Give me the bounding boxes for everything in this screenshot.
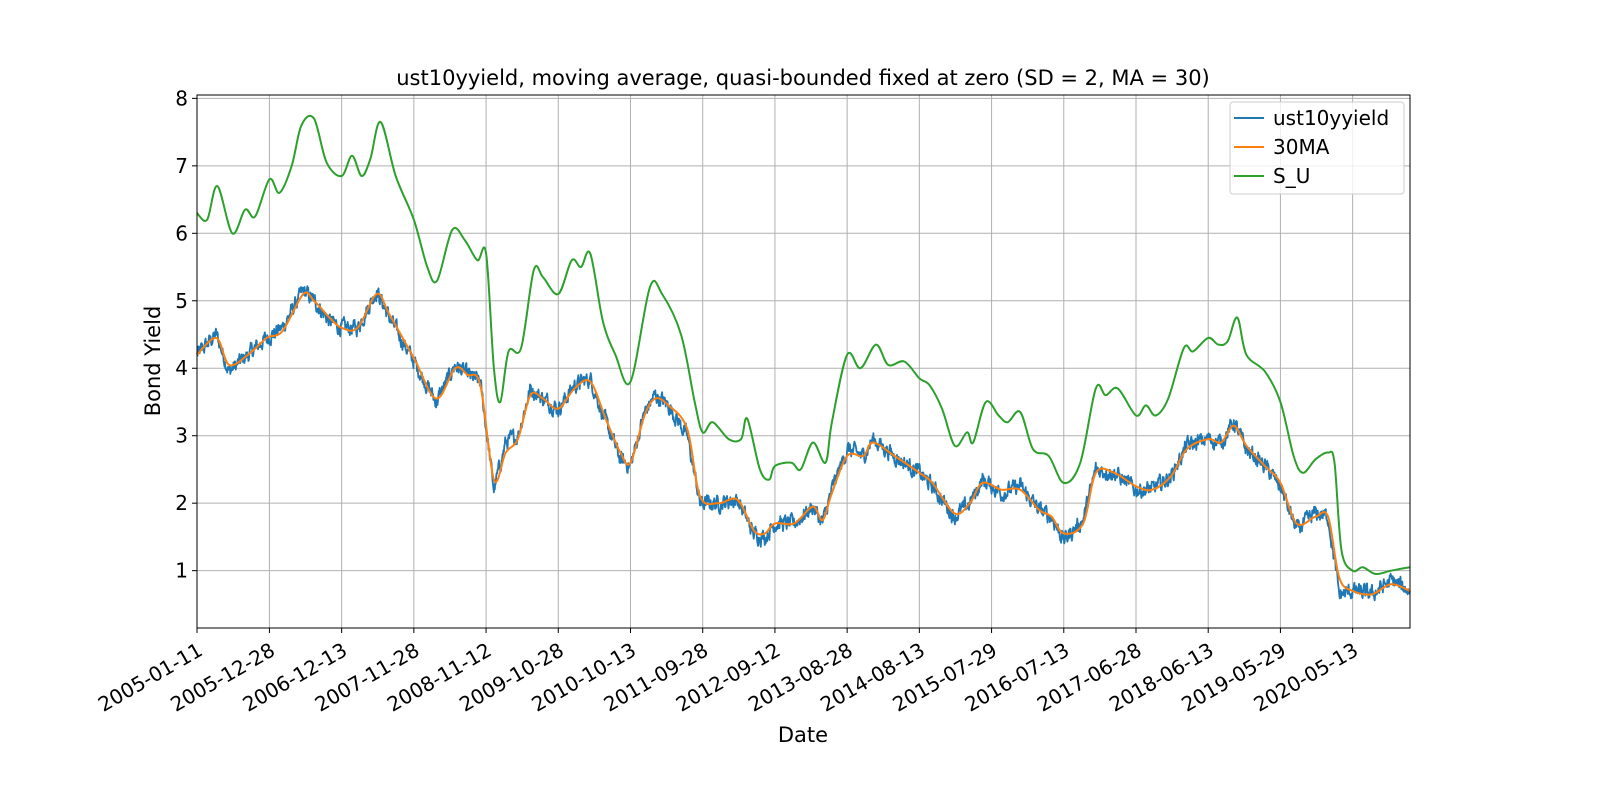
- series-layer: [196, 114, 1411, 602]
- y-tick-label: 1: [175, 559, 188, 583]
- series-line-s-u: [196, 114, 1411, 576]
- y-tick-label: 3: [175, 424, 188, 448]
- y-tick-label: 6: [175, 221, 188, 245]
- y-tick-label: 4: [175, 356, 188, 380]
- legend-label: ust10yyield: [1273, 106, 1389, 130]
- y-axis-label: Bond Yield: [141, 306, 165, 417]
- legend-label: 30MA: [1273, 135, 1330, 159]
- x-axis-label: Date: [778, 723, 828, 747]
- series-line-30ma: [196, 291, 1411, 596]
- y-tick-label: 7: [175, 154, 188, 178]
- gridlines: [196, 95, 1410, 628]
- y-tick-label: 5: [175, 289, 188, 313]
- series-line-ust10yyield: [196, 285, 1411, 602]
- plot-frame: [196, 94, 1411, 629]
- y-axis: 1 2 3 4 5 6 7 8: [175, 86, 197, 583]
- legend-box: [1229, 101, 1405, 195]
- x-axis: 2005-01-112005-12-282006-12-132007-11-28…: [94, 628, 1362, 717]
- y-tick-label: 2: [175, 491, 188, 515]
- y-tick-label: 8: [175, 86, 188, 110]
- chart-title: ust10yyield, moving average, quasi-bound…: [396, 66, 1210, 90]
- legend: ust10yyield 30MA S_U: [1229, 101, 1405, 195]
- legend-label: S_U: [1273, 164, 1310, 188]
